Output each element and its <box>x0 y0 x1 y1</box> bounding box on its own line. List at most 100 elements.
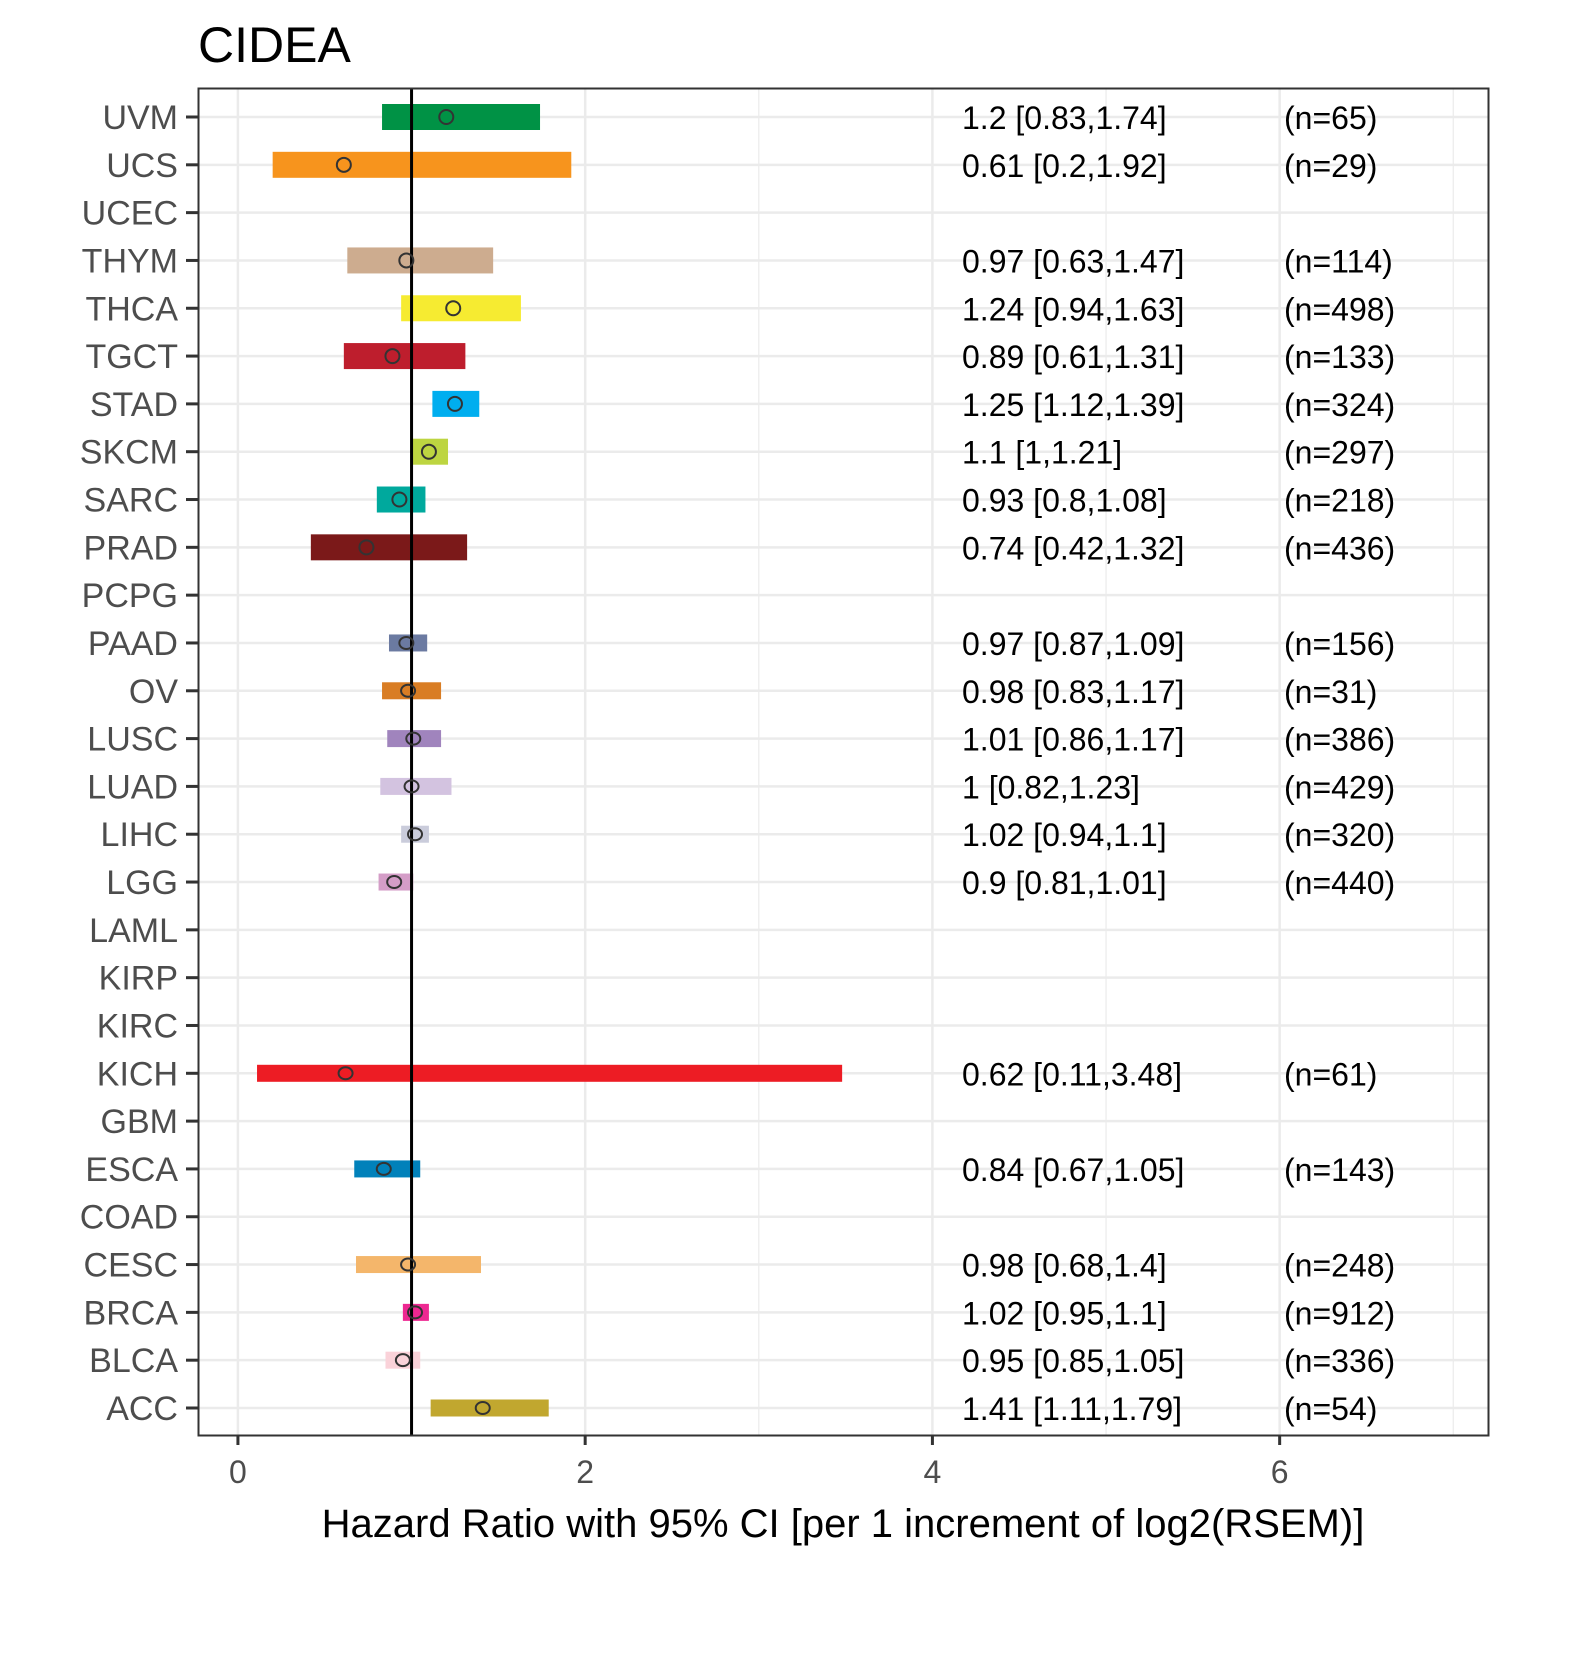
n-text: (n=429) <box>1284 769 1395 805</box>
hr-text: 1.25 [1.12,1.39] <box>962 387 1184 423</box>
hr-text-column: 1.2 [0.83,1.74] (n=65) 0.61 [0.2,1.92] (n=2… <box>962 100 1395 1427</box>
y-tick-label: LUAD <box>87 768 178 806</box>
y-tick-label: THCA <box>85 290 178 328</box>
hr-text: 0.84 [0.67,1.05] <box>962 1152 1184 1188</box>
n-text: (n=336) <box>1284 1343 1395 1379</box>
ci-bar-thym <box>347 247 494 274</box>
grid <box>198 88 1488 1435</box>
hr-point-esca <box>375 1161 392 1176</box>
hr-text: 0.98 [0.68,1.4] <box>962 1248 1167 1284</box>
hr-text: 0.61 [0.2,1.92] <box>962 148 1167 184</box>
n-text: (n=324) <box>1284 387 1395 423</box>
y-tick-label: BRCA <box>84 1294 179 1332</box>
hr-text: 1.24 [0.94,1.63] <box>962 291 1184 327</box>
hr-text: 0.89 [0.61,1.31] <box>962 339 1184 375</box>
n-text: (n=498) <box>1284 291 1395 327</box>
n-text: (n=440) <box>1284 865 1395 901</box>
hr-point-luad <box>403 779 420 794</box>
hr-text: 0.97 [0.87,1.09] <box>962 626 1184 662</box>
x-tick-label: 4 <box>924 1454 942 1490</box>
y-tick-label: UVM <box>102 99 178 137</box>
hr-point-thca <box>445 300 462 317</box>
y-tick-label: SKCM <box>80 434 178 472</box>
hr-point-lusc <box>405 731 422 746</box>
hr-text: 1.1 [1,1.21] <box>962 435 1122 471</box>
hr-point-ucs <box>335 156 352 173</box>
ci-bar-ucs <box>272 151 572 178</box>
hr-point-acc <box>474 1401 491 1415</box>
y-tick-label: BLCA <box>89 1342 178 1380</box>
hr-text: 0.9 [0.81,1.01] <box>962 865 1167 901</box>
x-axis-label: Hazard Ratio with 95% CI [per 1 incremen… <box>322 1502 1365 1546</box>
hr-point-ov <box>400 683 417 698</box>
hr-point-cesc <box>400 1257 417 1272</box>
n-text: (n=320) <box>1284 817 1395 853</box>
y-tick-label: PCPG <box>82 577 178 615</box>
ci-bar-lusc <box>387 730 442 748</box>
hr-point-tgct <box>384 348 401 365</box>
hr-text: 1.02 [0.95,1.1] <box>962 1295 1167 1331</box>
y-tick-label: STAD <box>90 386 178 424</box>
ci-bar-tgct <box>343 343 466 370</box>
y-tick-label: THYM <box>82 242 178 280</box>
x-tick-label: 2 <box>576 1454 594 1490</box>
ci-bar-stad <box>432 390 480 417</box>
ci-bar-uvm <box>382 104 541 130</box>
hr-text: 0.93 [0.8,1.08] <box>962 483 1167 519</box>
hr-point-lihc <box>407 827 424 842</box>
ci-bar-sarc <box>376 486 426 513</box>
y-tick-label: KIRC <box>97 1007 178 1045</box>
chart-title: CIDEA <box>198 17 351 73</box>
hr-text: 1 [0.82,1.23] <box>962 769 1140 805</box>
hr-text: 1.01 [0.86,1.17] <box>962 722 1184 758</box>
hr-text: 1.02 [0.94,1.1] <box>962 817 1167 853</box>
y-axis-labels: UVM UCS UCEC THYM THCA TGCT STAD SKCM SARC PRAD PC… <box>80 99 198 1428</box>
hr-text: 0.97 [0.63,1.47] <box>962 243 1184 279</box>
ci-bar-skcm <box>411 438 449 465</box>
hr-point-lgg <box>386 875 403 890</box>
n-text: (n=61) <box>1284 1056 1377 1092</box>
n-text: (n=29) <box>1284 148 1377 184</box>
ci-bar-cesc <box>355 1256 482 1274</box>
n-text: (n=31) <box>1284 674 1377 710</box>
y-tick-label: KICH <box>97 1055 178 1093</box>
y-tick-label: ESCA <box>85 1151 178 1189</box>
n-text: (n=912) <box>1284 1295 1395 1331</box>
hr-point-blca <box>394 1353 411 1368</box>
bars <box>257 88 843 1435</box>
n-text: (n=114) <box>1284 243 1393 279</box>
y-tick-label: LIHC <box>101 816 178 854</box>
y-tick-label: GBM <box>101 1103 178 1141</box>
hr-point-prad <box>358 539 375 556</box>
ci-bar-esca <box>354 1160 421 1178</box>
y-tick-label: COAD <box>80 1199 178 1237</box>
plot-panel-border <box>197 87 1490 1437</box>
n-text: (n=65) <box>1284 100 1377 136</box>
hr-text: 0.95 [0.85,1.05] <box>962 1343 1184 1379</box>
n-text: (n=54) <box>1284 1391 1377 1427</box>
hr-point-paad <box>398 635 415 650</box>
y-tick-label: PRAD <box>84 529 178 567</box>
n-text: (n=133) <box>1284 339 1395 375</box>
ci-bar-kich <box>257 1064 843 1082</box>
hr-point-uvm <box>438 109 455 125</box>
ci-bar-luad <box>380 777 452 795</box>
y-tick-label: LAML <box>89 912 178 950</box>
hr-text: 0.62 [0.11,3.48] <box>962 1056 1182 1092</box>
hr-point-sarc <box>391 491 408 508</box>
hr-point-thym <box>398 252 415 269</box>
n-text: (n=248) <box>1284 1248 1395 1284</box>
y-tick-label: ACC <box>106 1390 178 1428</box>
y-tick-label: OV <box>129 673 178 711</box>
y-tick-label: UCEC <box>82 195 178 233</box>
n-text: (n=143) <box>1284 1152 1395 1188</box>
hr-point-stad <box>446 395 463 412</box>
y-tick-label: KIRP <box>99 960 178 998</box>
hr-text: 0.98 [0.83,1.17] <box>962 674 1184 710</box>
n-text: (n=218) <box>1284 483 1395 519</box>
ci-bar-lgg <box>378 873 414 891</box>
y-tick-label: LGG <box>106 864 178 902</box>
y-tick-label: UCS <box>106 147 178 185</box>
x-tick-label: 0 <box>229 1454 247 1490</box>
